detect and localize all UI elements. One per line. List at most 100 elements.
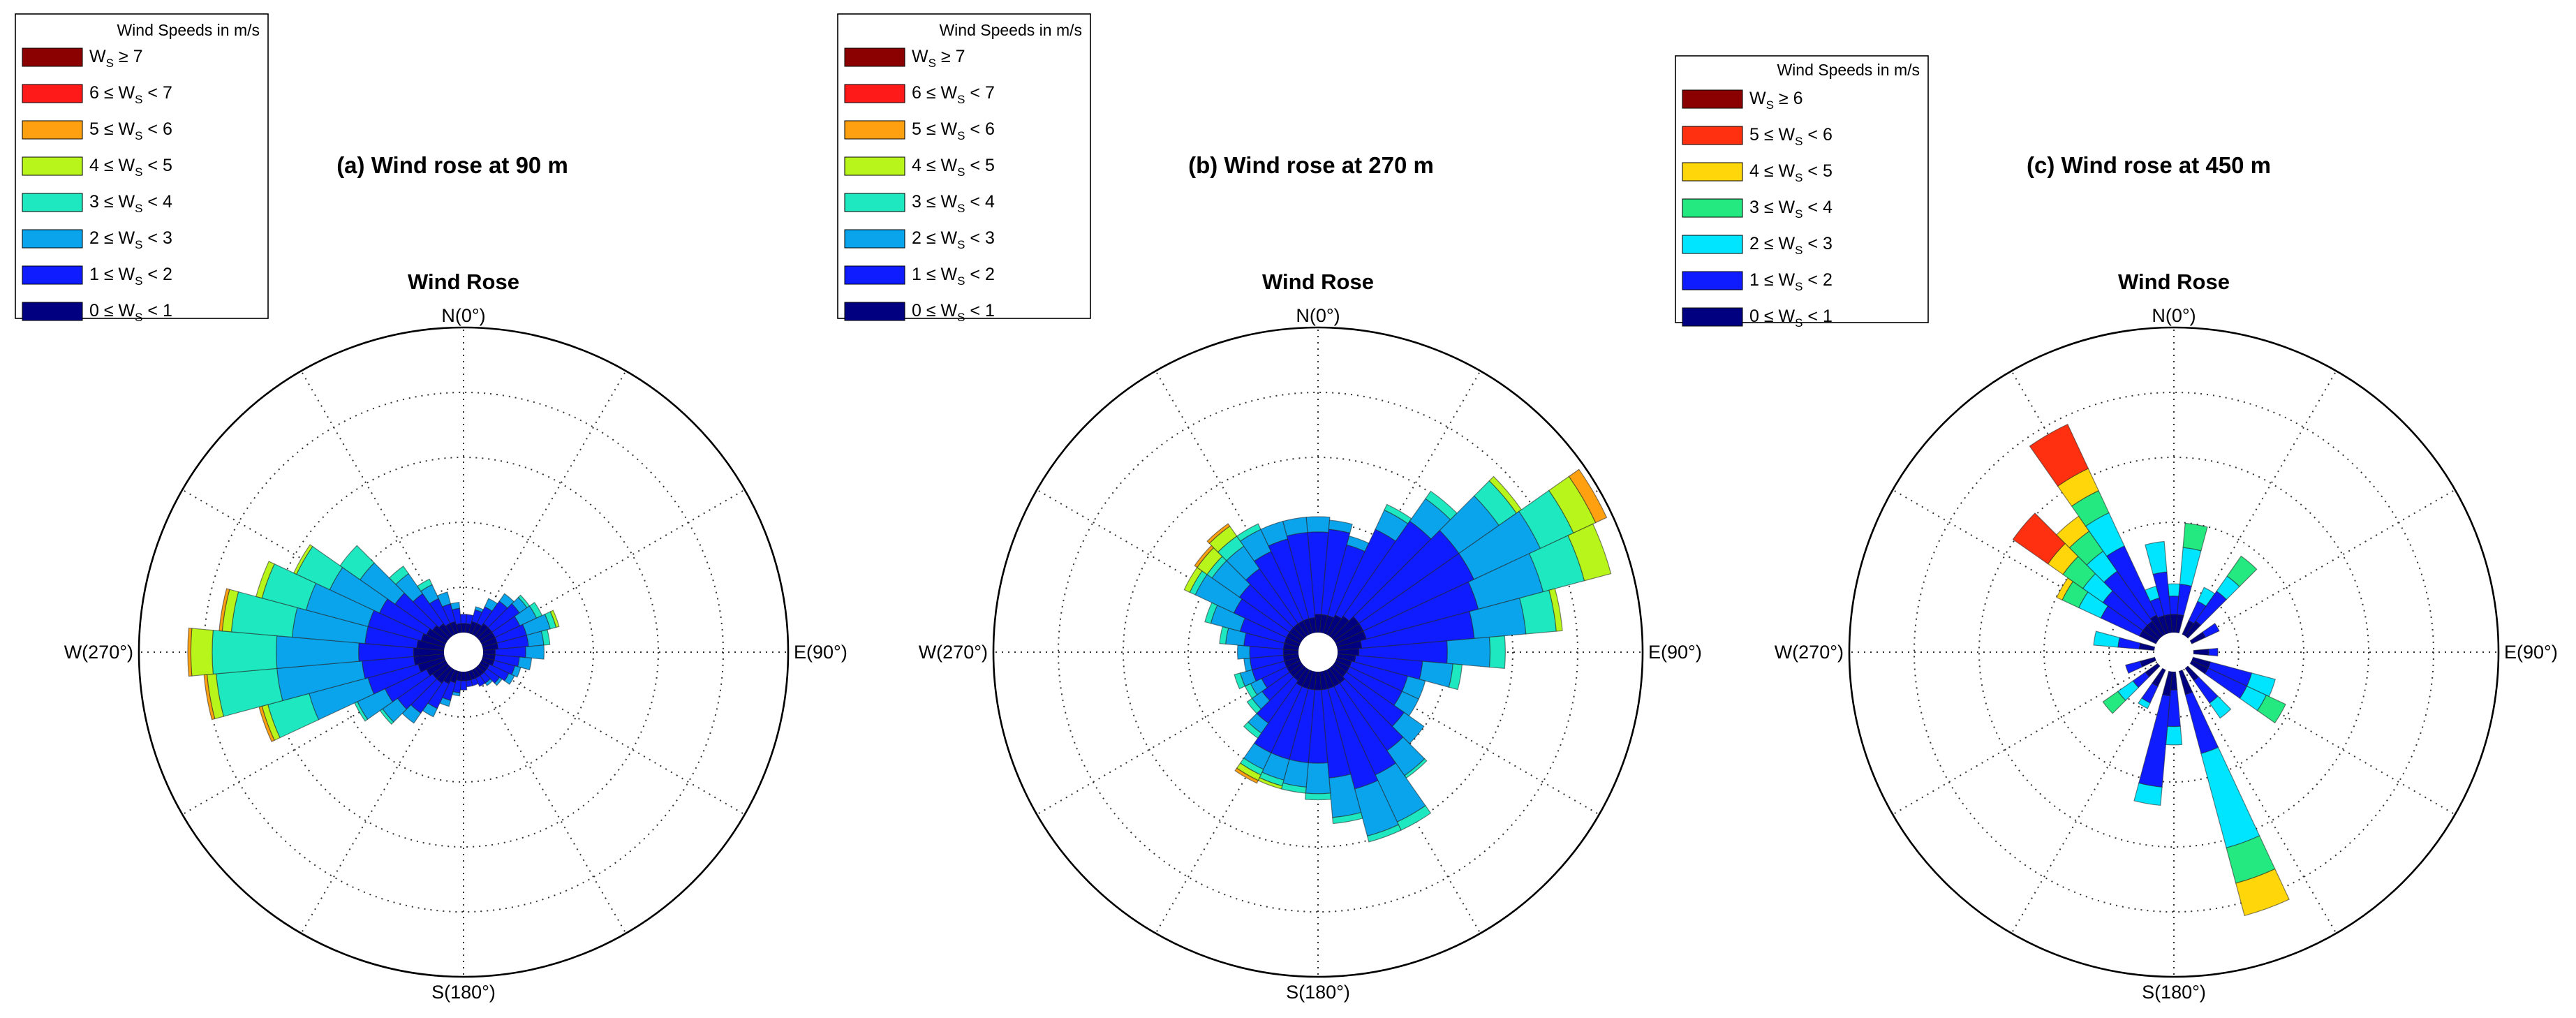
rose-a-wedge-320-bin-3 bbox=[388, 565, 410, 585]
rose-c-title: Wind Rose bbox=[2118, 270, 2230, 294]
rose-c-wedge-330-bin-5 bbox=[2029, 423, 2089, 487]
rose-a-wedges bbox=[187, 544, 560, 742]
rose-c-ring-3 bbox=[1978, 457, 2369, 848]
rose-a-wedge-300-bin-4 bbox=[293, 544, 313, 575]
legend-b-swatch-4 bbox=[844, 193, 905, 212]
legend-b-label-2: 5 ≤ WS < 6 bbox=[912, 119, 995, 142]
rose-c-wedge-0-bin-2 bbox=[2167, 583, 2181, 597]
legend-b-swatch-7 bbox=[844, 302, 905, 321]
legend-c: Wind Speeds in m/s WS ≥ 6 5 ≤ WS < 6 4 ≤ W… bbox=[1675, 55, 1929, 330]
rose-c-wedge-280-bin-2 bbox=[2093, 630, 2121, 648]
rose-a-label-east: E(90°) bbox=[794, 642, 847, 663]
legend-c-label-0: WS ≥ 6 bbox=[1749, 89, 1803, 112]
legend-b-swatch-2 bbox=[844, 120, 905, 140]
rose-a-label-south: S(180°) bbox=[431, 982, 496, 1003]
legend-b-label-5: 2 ≤ WS < 3 bbox=[912, 228, 995, 251]
rose-b-outer-ring bbox=[992, 326, 1644, 978]
legend-b-label-4: 3 ≤ WS < 4 bbox=[912, 192, 995, 215]
rose-a-wedge-270-bin-4 bbox=[190, 628, 214, 677]
rose-c-ring-2 bbox=[2043, 522, 2304, 783]
rose-c-spoke-210 bbox=[2011, 668, 2165, 934]
legend-c-swatch-4 bbox=[1682, 235, 1743, 254]
panel-b: Wind Speeds in m/s WS ≥ 7 6 ≤ WS < 7 5 ≤ W… bbox=[837, 13, 1702, 1003]
legend-a-swatch-0 bbox=[22, 47, 83, 67]
rose-a-wedge-70-bin-4 bbox=[549, 610, 560, 628]
legend-a-swatch-4 bbox=[22, 193, 83, 212]
rose-c-label-east: E(90°) bbox=[2504, 642, 2558, 663]
rose-c-wedge-90-bin-0 bbox=[2193, 649, 2209, 656]
legend-a: Wind Speeds in m/s WS ≥ 7 6 ≤ WS < 7 5 ≤ W… bbox=[15, 13, 269, 324]
legend-b-label-3: 4 ≤ WS < 5 bbox=[912, 156, 995, 179]
rose-c-wedge-230-bin-3 bbox=[2102, 691, 2126, 714]
rose-c-wedge-60-bin-1 bbox=[2201, 623, 2220, 638]
legend-b-swatch-5 bbox=[844, 229, 905, 249]
rose-b-label-north: N(0°) bbox=[1296, 305, 1340, 326]
legend-c-swatch-6 bbox=[1682, 307, 1743, 327]
legend-b-swatch-3 bbox=[844, 156, 905, 176]
legend-c-label-1: 5 ≤ WS < 6 bbox=[1749, 125, 1833, 148]
legend-a-swatch-6 bbox=[22, 265, 83, 285]
rose-a-wedge-120-bin-2 bbox=[503, 672, 515, 685]
rose-c-wedge-190-bin-1 bbox=[2138, 694, 2171, 788]
rose-a-outer-ring bbox=[138, 326, 790, 978]
rose-b-wedge-10-bin-2 bbox=[1328, 519, 1353, 534]
legend-a-label-1: 6 ≤ WS < 7 bbox=[89, 83, 172, 106]
rose-c-label-west: W(270°) bbox=[1775, 642, 1844, 663]
rose-a-ring-2 bbox=[333, 522, 594, 783]
legend-b-label-7: 0 ≤ WS < 1 bbox=[912, 301, 995, 324]
rose-b-center-hole bbox=[1298, 633, 1338, 672]
rose-b-label-west: W(270°) bbox=[919, 642, 988, 663]
rose-c-label-north: N(0°) bbox=[2152, 305, 2196, 326]
legend-a-label-6: 1 ≤ WS < 2 bbox=[89, 265, 172, 288]
legend-b-title: Wind Speeds in m/s bbox=[939, 21, 1082, 39]
legend-b-swatch-0 bbox=[844, 47, 905, 67]
rose-c-wedge-90-bin-1 bbox=[2208, 647, 2219, 657]
rose-c-wedge-10-bin-3 bbox=[2182, 522, 2208, 552]
rose-b-wedge-60-bin-5 bbox=[1568, 469, 1608, 524]
rose-c-wedge-40-bin-3 bbox=[2226, 555, 2258, 587]
legend-c-label-5: 1 ≤ WS < 2 bbox=[1749, 270, 1833, 293]
rose-b-wedge-0-bin-2 bbox=[1305, 516, 1331, 533]
rose-c-wedge-160-bin-4 bbox=[2235, 868, 2290, 917]
rose-c-wedge-250-bin-1 bbox=[2125, 661, 2143, 674]
rose-a-spoke-30 bbox=[473, 370, 627, 636]
panel-a-title: (a) Wind rose at 90 m bbox=[336, 152, 568, 178]
rose-a-wedge-310-bin-3 bbox=[339, 545, 375, 581]
rose-a-spoke-150 bbox=[473, 668, 627, 934]
rose-c-spoke-150 bbox=[2183, 668, 2337, 934]
legend-c-swatch-2 bbox=[1682, 162, 1743, 182]
rose-c-outer-ring bbox=[1848, 326, 2500, 978]
rose-b: N(0°) E(90°) S(180°) W(270°) bbox=[919, 305, 1702, 1003]
rose-a-wedge-170-bin-1 bbox=[465, 679, 473, 688]
rose-c-wedge-210-bin-2 bbox=[2138, 698, 2151, 709]
rose-a-center-hole bbox=[444, 633, 483, 672]
rose-c-wedge-10-bin-2 bbox=[2179, 547, 2202, 587]
legend-c-label-6: 0 ≤ WS < 1 bbox=[1749, 307, 1833, 330]
rose-a-wedge-290-bin-4 bbox=[256, 561, 275, 599]
rose-b-wedge-270-bin-2 bbox=[1237, 644, 1251, 660]
legend-c-label-4: 2 ≤ WS < 3 bbox=[1749, 234, 1833, 257]
rose-a-wedge-270-bin-3 bbox=[212, 629, 278, 675]
rose-b-wedges bbox=[1183, 469, 1612, 843]
rose-a-wedge-90-bin-2 bbox=[525, 644, 545, 660]
legend-a-swatch-5 bbox=[22, 229, 83, 249]
rose-b-wedge-100-bin-3 bbox=[1448, 663, 1463, 691]
rose-a-wedge-270-bin-5 bbox=[187, 627, 193, 677]
rose-c-wedge-190-bin-2 bbox=[2133, 782, 2163, 806]
rose-c: N(0°) E(90°) S(180°) W(270°) bbox=[1775, 305, 2558, 1003]
rose-c-wedge-10-bin-1 bbox=[2177, 583, 2193, 617]
rose-b-wedge-220-bin-3 bbox=[1243, 721, 1262, 739]
panel-b-title: (b) Wind rose at 270 m bbox=[1188, 152, 1434, 178]
rose-a-wedge-130-bin-2 bbox=[494, 677, 503, 686]
rose-b-wedge-90-bin-3 bbox=[1488, 635, 1506, 670]
rose-b-wedge-250-bin-3 bbox=[1234, 672, 1246, 690]
legend-c-title: Wind Speeds in m/s bbox=[1777, 61, 1920, 79]
rose-c-wedge-160-bin-2 bbox=[2200, 746, 2260, 849]
rose-c-wedges bbox=[2012, 423, 2290, 917]
rose-b-wedge-210-bin-5 bbox=[1234, 767, 1259, 784]
legend-a-label-0: WS ≥ 7 bbox=[89, 47, 142, 70]
legend-c-swatch-5 bbox=[1682, 271, 1743, 290]
rose-c-wedge-250-bin-0 bbox=[2140, 656, 2157, 667]
